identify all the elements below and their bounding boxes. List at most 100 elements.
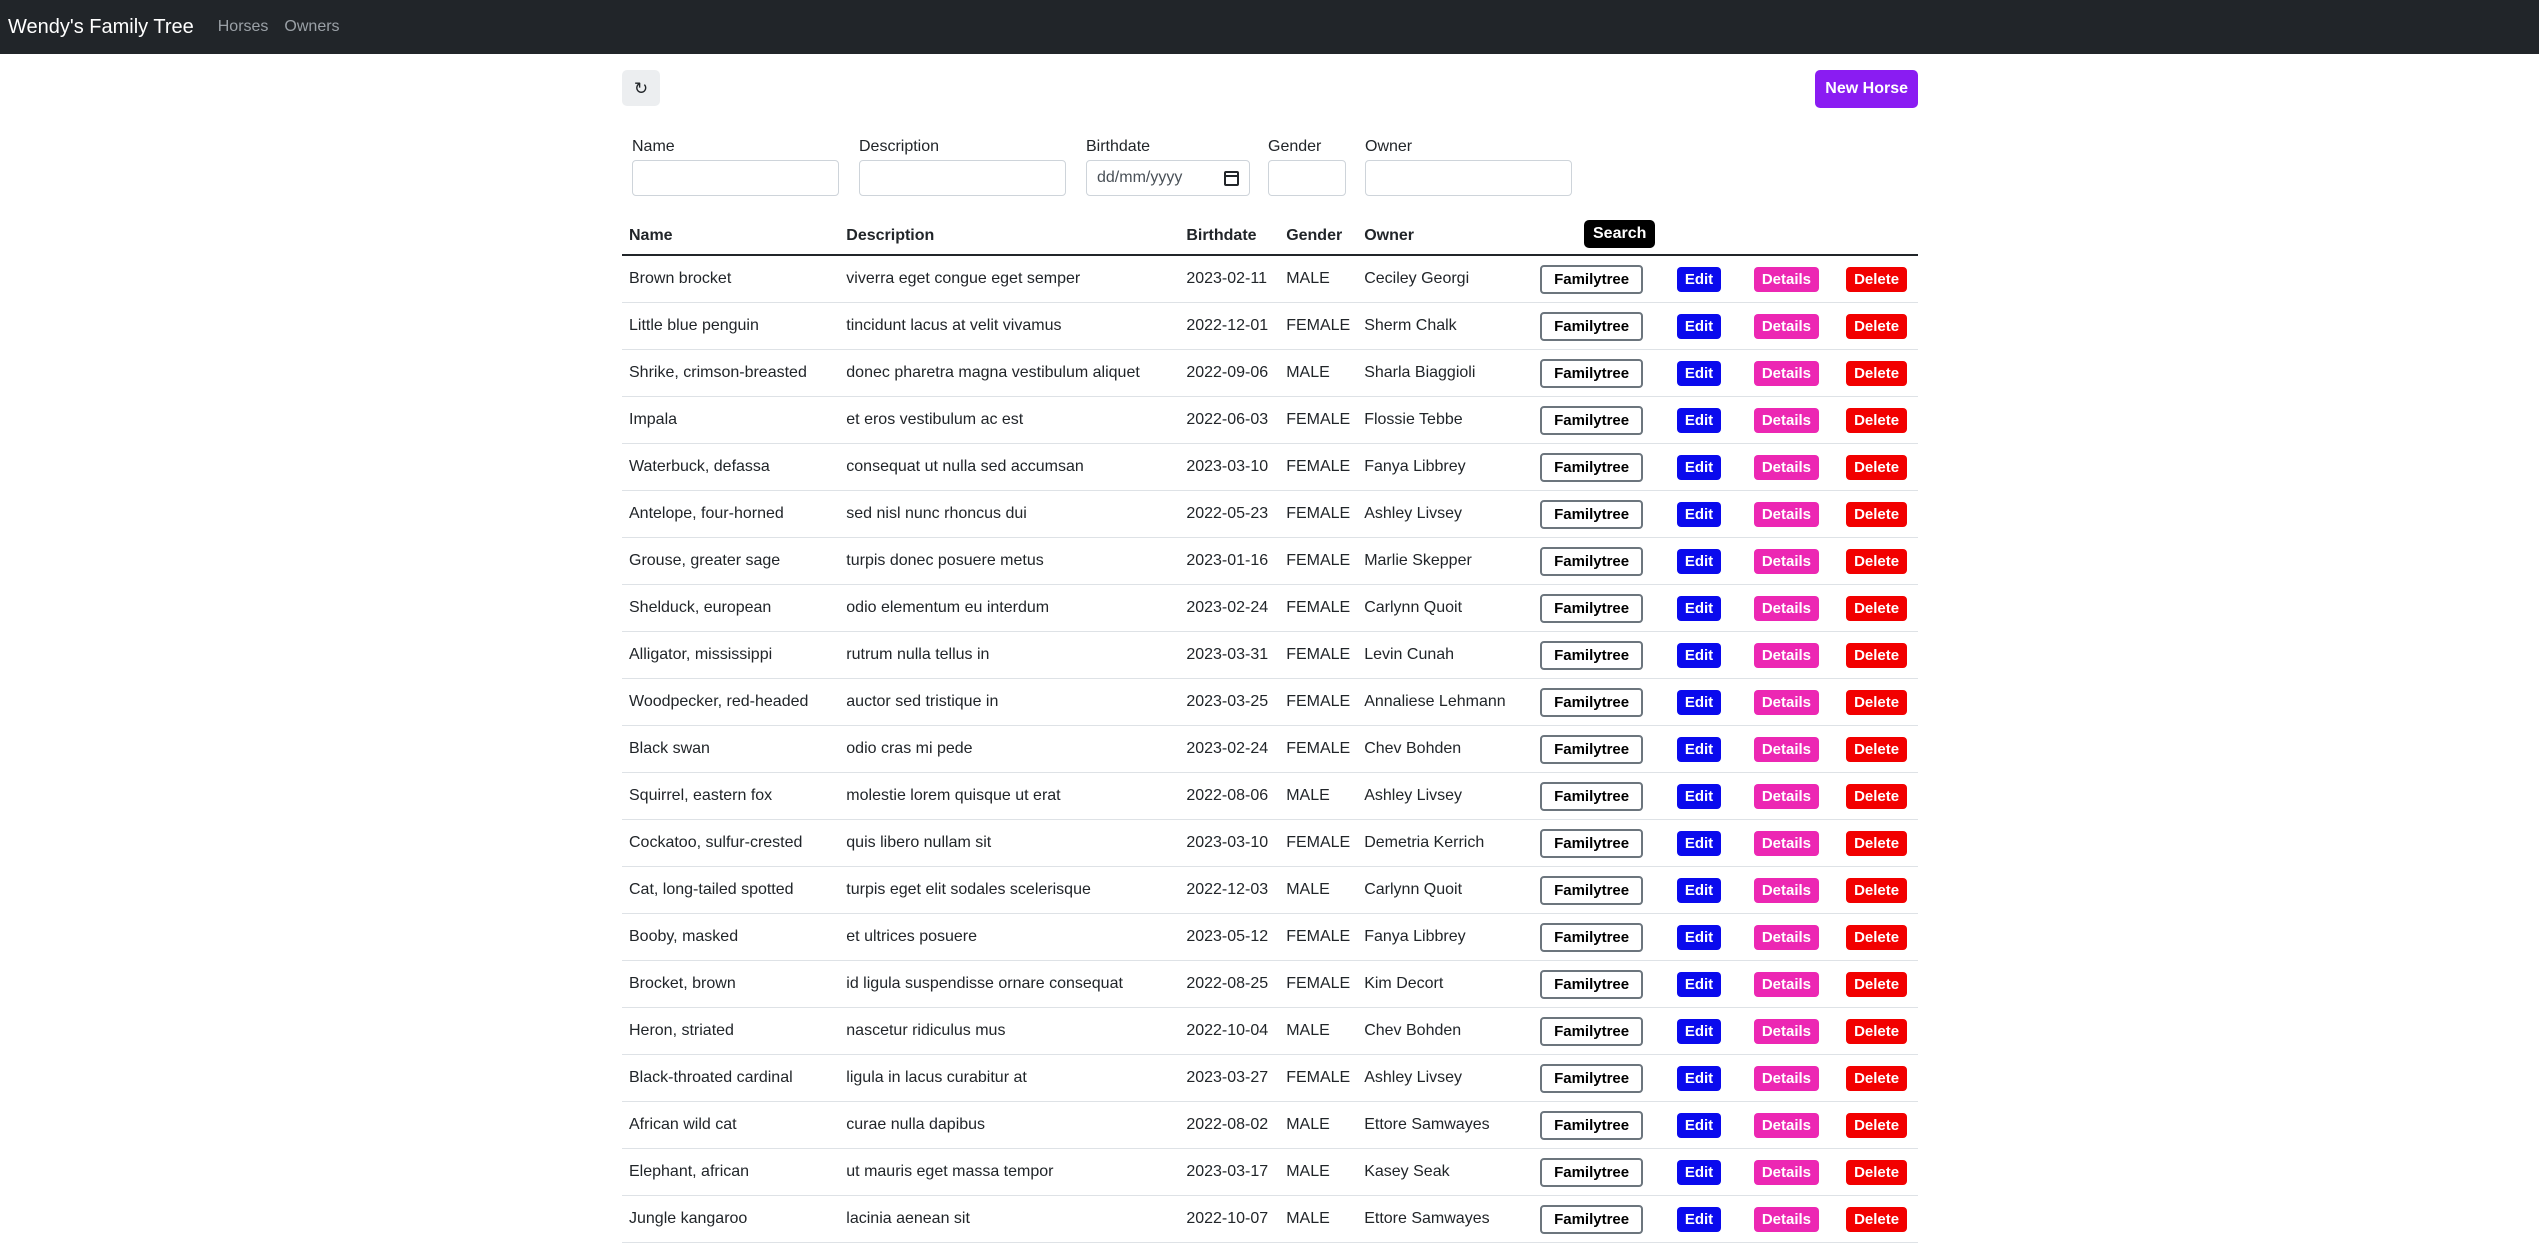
details-button[interactable]: Details bbox=[1753, 971, 1820, 997]
edit-button[interactable]: Edit bbox=[1676, 1112, 1722, 1138]
edit-button[interactable]: Edit bbox=[1676, 1065, 1722, 1091]
details-button[interactable]: Details bbox=[1753, 548, 1820, 574]
delete-button[interactable]: Delete bbox=[1846, 501, 1908, 527]
delete-button[interactable]: Delete bbox=[1846, 1159, 1908, 1185]
delete-button[interactable]: Delete bbox=[1846, 736, 1908, 762]
delete-button[interactable]: Delete bbox=[1846, 642, 1908, 668]
familytree-button[interactable]: Familytree bbox=[1540, 781, 1644, 811]
delete-button[interactable]: Delete bbox=[1846, 1112, 1908, 1138]
familytree-button[interactable]: Familytree bbox=[1540, 828, 1644, 858]
familytree-button[interactable]: Familytree bbox=[1540, 687, 1644, 717]
edit-button[interactable]: Edit bbox=[1676, 783, 1722, 809]
details-button[interactable]: Details bbox=[1753, 689, 1820, 715]
description-input[interactable] bbox=[859, 160, 1066, 196]
gender-input[interactable] bbox=[1268, 160, 1346, 196]
delete-button[interactable]: Delete bbox=[1846, 266, 1908, 292]
familytree-button[interactable]: Familytree bbox=[1540, 640, 1644, 670]
cell-owner: Carlynn Quoit bbox=[1357, 866, 1523, 914]
edit-button[interactable]: Edit bbox=[1676, 595, 1722, 621]
header-birthdate: Birthdate bbox=[1179, 218, 1280, 256]
details-button[interactable]: Details bbox=[1753, 360, 1820, 386]
search-button[interactable]: Search bbox=[1584, 220, 1656, 248]
familytree-button[interactable]: Familytree bbox=[1540, 499, 1644, 529]
delete-button[interactable]: Delete bbox=[1846, 454, 1908, 480]
details-button[interactable]: Details bbox=[1753, 642, 1820, 668]
edit-button[interactable]: Edit bbox=[1676, 1206, 1722, 1232]
details-button[interactable]: Details bbox=[1753, 1065, 1820, 1091]
familytree-button[interactable]: Familytree bbox=[1540, 1157, 1644, 1187]
birthdate-input[interactable]: dd/mm/yyyy bbox=[1086, 160, 1250, 196]
delete-button[interactable]: Delete bbox=[1846, 595, 1908, 621]
familytree-button[interactable]: Familytree bbox=[1540, 1063, 1644, 1093]
edit-button[interactable]: Edit bbox=[1676, 266, 1722, 292]
owner-input[interactable] bbox=[1365, 160, 1572, 196]
delete-button[interactable]: Delete bbox=[1846, 689, 1908, 715]
edit-button[interactable]: Edit bbox=[1676, 407, 1722, 433]
familytree-button[interactable]: Familytree bbox=[1540, 969, 1644, 999]
details-button[interactable]: Details bbox=[1753, 1112, 1820, 1138]
delete-button[interactable]: Delete bbox=[1846, 971, 1908, 997]
edit-button[interactable]: Edit bbox=[1676, 548, 1722, 574]
details-button[interactable]: Details bbox=[1753, 501, 1820, 527]
delete-button[interactable]: Delete bbox=[1846, 313, 1908, 339]
details-button[interactable]: Details bbox=[1753, 736, 1820, 762]
familytree-button[interactable]: Familytree bbox=[1540, 264, 1644, 294]
delete-button[interactable]: Delete bbox=[1846, 407, 1908, 433]
nav-link-owners[interactable]: Owners bbox=[284, 18, 340, 35]
familytree-button[interactable]: Familytree bbox=[1540, 593, 1644, 623]
edit-button[interactable]: Edit bbox=[1676, 971, 1722, 997]
delete-button[interactable]: Delete bbox=[1846, 1065, 1908, 1091]
delete-button[interactable]: Delete bbox=[1846, 924, 1908, 950]
familytree-button[interactable]: Familytree bbox=[1540, 922, 1644, 952]
familytree-button[interactable]: Familytree bbox=[1540, 546, 1644, 576]
details-button[interactable]: Details bbox=[1753, 313, 1820, 339]
edit-button[interactable]: Edit bbox=[1676, 924, 1722, 950]
details-button[interactable]: Details bbox=[1753, 830, 1820, 856]
familytree-button[interactable]: Familytree bbox=[1540, 875, 1644, 905]
edit-button[interactable]: Edit bbox=[1676, 313, 1722, 339]
delete-button[interactable]: Delete bbox=[1846, 1018, 1908, 1044]
brand-title[interactable]: Wendy's Family Tree bbox=[8, 15, 194, 38]
name-input[interactable] bbox=[632, 160, 839, 196]
edit-button[interactable]: Edit bbox=[1676, 877, 1722, 903]
details-button[interactable]: Details bbox=[1753, 1018, 1820, 1044]
familytree-button[interactable]: Familytree bbox=[1540, 358, 1644, 388]
edit-button[interactable]: Edit bbox=[1676, 360, 1722, 386]
details-button[interactable]: Details bbox=[1753, 595, 1820, 621]
edit-button[interactable]: Edit bbox=[1676, 642, 1722, 668]
details-button[interactable]: Details bbox=[1753, 1206, 1820, 1232]
details-button[interactable]: Details bbox=[1753, 1159, 1820, 1185]
edit-button[interactable]: Edit bbox=[1676, 454, 1722, 480]
edit-button[interactable]: Edit bbox=[1676, 1159, 1722, 1185]
delete-button[interactable]: Delete bbox=[1846, 783, 1908, 809]
table-row: Elephant, african ut mauris eget massa te… bbox=[622, 1148, 1918, 1196]
delete-button[interactable]: Delete bbox=[1846, 360, 1908, 386]
edit-button[interactable]: Edit bbox=[1676, 689, 1722, 715]
familytree-button[interactable]: Familytree bbox=[1540, 1204, 1644, 1234]
edit-button[interactable]: Edit bbox=[1676, 501, 1722, 527]
edit-button[interactable]: Edit bbox=[1676, 736, 1722, 762]
nav-link-horses[interactable]: Horses bbox=[217, 18, 269, 35]
details-button[interactable]: Details bbox=[1753, 454, 1820, 480]
cell-owner: Carlynn Quoit bbox=[1357, 584, 1523, 632]
edit-button[interactable]: Edit bbox=[1676, 830, 1722, 856]
familytree-button[interactable]: Familytree bbox=[1540, 734, 1644, 764]
details-button[interactable]: Details bbox=[1753, 266, 1820, 292]
edit-button[interactable]: Edit bbox=[1676, 1018, 1722, 1044]
familytree-button[interactable]: Familytree bbox=[1540, 452, 1644, 482]
delete-button[interactable]: Delete bbox=[1846, 1206, 1908, 1232]
delete-button[interactable]: Delete bbox=[1846, 830, 1908, 856]
details-button[interactable]: Details bbox=[1753, 407, 1820, 433]
new-horse-button[interactable]: New Horse bbox=[1815, 70, 1918, 108]
refresh-icon[interactable]: ↻ bbox=[622, 70, 660, 106]
familytree-button[interactable]: Familytree bbox=[1540, 405, 1644, 435]
delete-button[interactable]: Delete bbox=[1846, 877, 1908, 903]
details-button[interactable]: Details bbox=[1753, 924, 1820, 950]
familytree-button[interactable]: Familytree bbox=[1540, 1110, 1644, 1140]
delete-button[interactable]: Delete bbox=[1846, 548, 1908, 574]
calendar-icon[interactable] bbox=[1224, 170, 1239, 186]
familytree-button[interactable]: Familytree bbox=[1540, 311, 1644, 341]
familytree-button[interactable]: Familytree bbox=[1540, 1016, 1644, 1046]
details-button[interactable]: Details bbox=[1753, 877, 1820, 903]
details-button[interactable]: Details bbox=[1753, 783, 1820, 809]
